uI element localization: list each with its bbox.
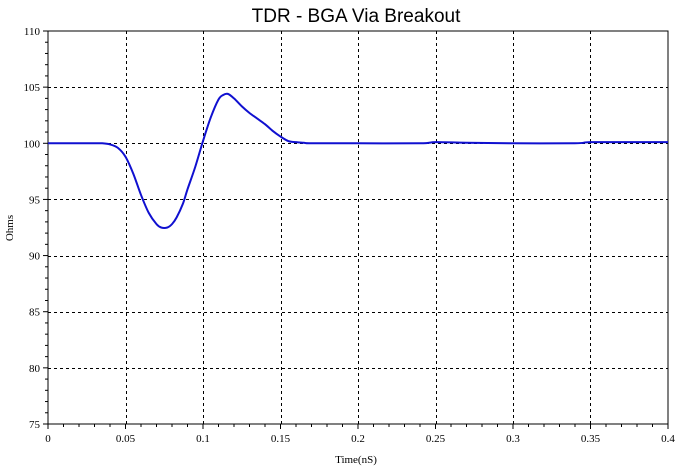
y-tick-label: 75: [29, 419, 41, 431]
y-axis: 75 80 85 90 95 100 105 110: [24, 26, 48, 431]
x-axis: 0 0.05 0.1 0.15 0.2 0.25 0.3 0.35 0.4: [45, 424, 675, 445]
x-tick-label: 0.1: [196, 433, 210, 445]
grid-layer: [48, 31, 668, 424]
y-tick-label: 95: [29, 194, 41, 206]
y-tick-label: 85: [29, 307, 41, 319]
x-tick-label: 0.25: [426, 433, 446, 445]
x-tick-label: 0.05: [116, 433, 136, 445]
x-tick-label: 0.4: [661, 433, 675, 445]
x-tick-label: 0.35: [581, 433, 601, 445]
x-axis-label: Time(nS): [335, 454, 377, 466]
y-tick-label: 110: [24, 26, 41, 38]
y-tick-label: 105: [24, 82, 41, 94]
y-tick-label: 80: [29, 363, 41, 375]
y-tick-label: 90: [29, 251, 41, 263]
series-layer: [47, 92, 668, 229]
x-tick-label: 0.3: [506, 433, 520, 445]
x-tick-label: 0.2: [351, 433, 365, 445]
impedance-series-line: [47, 92, 668, 229]
y-tick-label: 100: [24, 138, 41, 150]
chart-title: TDR - BGA Via Breakout: [252, 6, 461, 27]
plot-frame: [47, 30, 669, 425]
x-tick-label: 0: [45, 433, 51, 445]
y-axis-label: Ohms: [4, 215, 16, 241]
x-tick-label: 0.15: [271, 433, 291, 445]
